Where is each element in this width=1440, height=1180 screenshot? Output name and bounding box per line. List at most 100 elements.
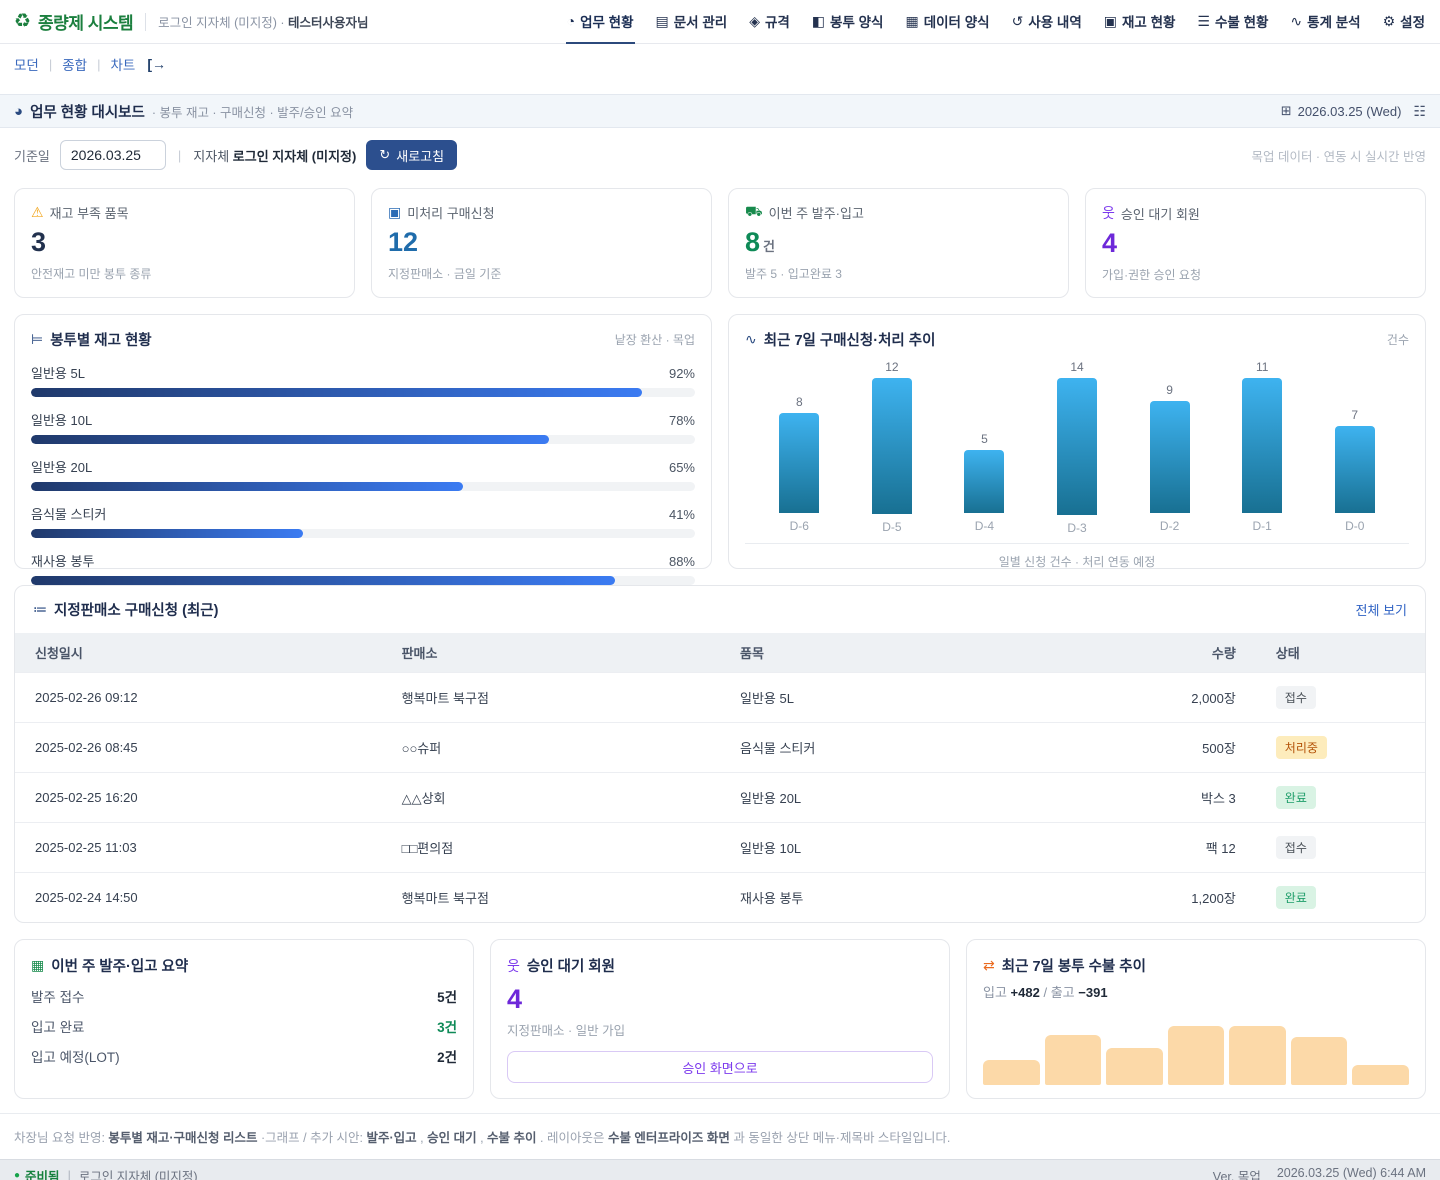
trend-x-label: D-0 <box>1345 519 1364 535</box>
charts-row: ⊨ 봉투별 재고 현황 낱장 환산 · 목업 일반용 5L 92% <box>0 298 1440 569</box>
view-link-combined[interactable]: 종합 <box>62 54 87 74</box>
sparkline-bar <box>1291 1037 1348 1085</box>
nav-item[interactable]: ◧ 봉투 양식 <box>811 0 885 44</box>
nav-item[interactable]: ▦ 데이터 양식 <box>904 0 990 44</box>
refresh-label: 새로고침 <box>396 146 444 165</box>
filter-sliders-icon[interactable]: ☷ <box>1413 103 1426 120</box>
inventory-bar-row: 일반용 10L 78% <box>31 410 695 444</box>
nav-item-label: 사용 내역 <box>1028 11 1081 31</box>
nav-item-label: 통계 분석 <box>1307 11 1360 31</box>
nav-item[interactable]: ⚙ 설정 <box>1382 0 1426 44</box>
transfer-summary: 입고 +482 / 출고 −391 <box>983 982 1409 1001</box>
trend-bar-column: 14 D-3 <box>1031 360 1124 535</box>
progress-fill <box>31 482 463 491</box>
trend-bar-value: 11 <box>1256 360 1268 374</box>
cell-qty: 2,000장 <box>1044 673 1256 723</box>
transfer-title: 최근 7일 봉투 수불 추이 <box>1002 955 1146 976</box>
trend-bar-column: 8 D-6 <box>753 360 846 535</box>
transfer-sparkline <box>983 1023 1409 1085</box>
refresh-button[interactable]: ↻ 새로고침 <box>366 140 457 170</box>
summary-row: 입고 완료 3건 <box>31 1016 457 1036</box>
approval-count: 4 <box>507 984 933 1015</box>
sparkline-bar <box>1168 1026 1225 1085</box>
column-header-item: 품목 <box>720 633 1044 673</box>
header-date: 2026.03.25 (Wed) <box>1298 104 1402 119</box>
approval-panel: 웃 승인 대기 회원 4 지정판매소 · 일반 가입 승인 화면으로 <box>490 939 950 1099</box>
status-text: 준비됨 <box>25 1166 60 1180</box>
cell-status: 완료 <box>1256 873 1425 923</box>
cell-item: 음식물 스티커 <box>720 723 1044 773</box>
nav-item-icon: ∿ <box>1290 14 1302 28</box>
order-summary-panel: ▦ 이번 주 발주·입고 요약 발주 접수 5건 입고 완료 3건 입고 예정(… <box>14 939 474 1099</box>
base-date-input[interactable] <box>60 140 166 170</box>
cell-datetime: 2025-02-24 14:50 <box>15 873 382 923</box>
inventory-bar-row: 음식물 스티커 41% <box>31 504 695 538</box>
filter-row: 기준일 | 지자체 로그인 지자체 (미지정) ↻ 새로고침 목업 데이터 · … <box>0 128 1440 174</box>
main-nav: ◔ 업무 현황 ▤ 문서 관리 ◈ 규격 ◧ 봉투 양식 ▦ 데이터 양식 <box>566 0 1426 44</box>
summary-label: 입고 완료 <box>31 1016 84 1036</box>
status-badge: 완료 <box>1276 786 1316 809</box>
cell-datetime: 2025-02-25 16:20 <box>15 773 382 823</box>
nav-item-label: 수불 현황 <box>1215 11 1268 31</box>
kpi-card: ▣ 미처리 구매신청 12 지정판매소 · 금일 기준 <box>371 188 712 298</box>
status-context: 로그인 지자체 (미지정) <box>79 1166 198 1180</box>
view-link-chart[interactable]: 차트 <box>110 54 135 74</box>
trend-bar-value: 9 <box>1166 383 1173 397</box>
nav-item[interactable]: ∿ 통계 분석 <box>1289 0 1361 44</box>
inventory-caption: 낱장 환산 · 목업 <box>615 331 695 348</box>
nav-item[interactable]: ↺ 사용 내역 <box>1011 0 1083 44</box>
summary-label: 입고 예정(LOT) <box>31 1046 120 1066</box>
footnote-segment: ·그래프 / 추가 시안: <box>261 1131 367 1145</box>
page-title: 업무 현황 대시보드 <box>30 101 145 122</box>
transfer-panel: ⇄ 최근 7일 봉투 수불 추이 입고 +482 / 출고 −391 <box>966 939 1426 1099</box>
trend-bar-value: 8 <box>796 395 803 409</box>
logout-icon[interactable]: [→ <box>147 56 166 72</box>
nav-item-icon: ⚙ <box>1383 14 1396 28</box>
trend-bar-column: 9 D-2 <box>1123 360 1216 535</box>
trend-bar <box>1057 378 1097 515</box>
kpi-card: ⚠ 재고 부족 품목 3 안전재고 미만 봉투 종류 <box>14 188 355 298</box>
nav-item-icon: ◔ <box>567 14 575 28</box>
go-approval-button[interactable]: 승인 화면으로 <box>507 1051 933 1083</box>
request-footnote: 차장님 요청 반영: 봉투별 재고·구매신청 리스트 ·그래프 / 추가 시안:… <box>0 1113 1440 1159</box>
status-badge: 완료 <box>1276 886 1316 909</box>
nav-item[interactable]: ◔ 업무 현황 <box>566 0 635 44</box>
bag-type-label: 재사용 봉투 <box>31 551 94 570</box>
cell-item: 일반용 10L <box>720 823 1044 873</box>
table-row: 2025-02-25 11:03 □□편의점 일반용 10L 팩 12 접수 <box>15 823 1425 873</box>
nav-item[interactable]: ▤ 문서 관리 <box>655 0 729 44</box>
nav-item-label: 재고 현황 <box>1122 11 1175 31</box>
progress-track <box>31 435 695 444</box>
table-row: 2025-02-24 14:50 행복마트 북구점 재사용 봉투 1,200장 … <box>15 873 1425 923</box>
login-context: 로그인 지자체 (미지정) · 테스터사용자님 <box>158 12 368 31</box>
view-link-modern[interactable]: 모던 <box>14 54 39 74</box>
header-divider <box>145 13 146 31</box>
nav-item[interactable]: ☰ 수불 현황 <box>1196 0 1269 44</box>
login-org: 로그인 지자체 (미지정) · <box>158 16 284 30</box>
trend-x-label: D-2 <box>1160 519 1179 535</box>
sparkline-bar <box>983 1060 1040 1085</box>
header-date-chip[interactable]: ⊞ 2026.03.25 (Wed) <box>1281 103 1402 119</box>
trend-bar-column: 5 D-4 <box>938 360 1031 535</box>
kpi-label: 승인 대기 회원 <box>1121 204 1200 223</box>
nav-item[interactable]: ◈ 규격 <box>748 0 791 44</box>
version-label: Ver. 목업 <box>1213 1166 1261 1180</box>
nav-item-icon: ▦ <box>905 14 918 28</box>
nav-item[interactable]: ▣ 재고 현황 <box>1103 0 1177 44</box>
cell-item: 일반용 20L <box>720 773 1044 823</box>
trend-bar <box>779 413 819 513</box>
view-all-link[interactable]: 전체 보기 <box>1356 600 1407 619</box>
inbound-label: 입고 <box>983 985 1007 1000</box>
progress-fill <box>31 435 549 444</box>
progress-fill <box>31 529 303 538</box>
cell-store: ○○슈퍼 <box>382 723 720 773</box>
nav-item-label: 문서 관리 <box>674 11 727 31</box>
person-check-icon: 웃 <box>507 956 520 976</box>
stock-percent: 92% <box>669 366 695 381</box>
app-title: 종량제 시스템 <box>38 9 133 34</box>
summary-row: 입고 예정(LOT) 2건 <box>31 1046 457 1066</box>
kpi-unit: 건 <box>763 239 775 254</box>
cell-qty: 박스 3 <box>1044 773 1256 823</box>
progress-track <box>31 529 695 538</box>
footnote-segment: , <box>480 1131 487 1145</box>
